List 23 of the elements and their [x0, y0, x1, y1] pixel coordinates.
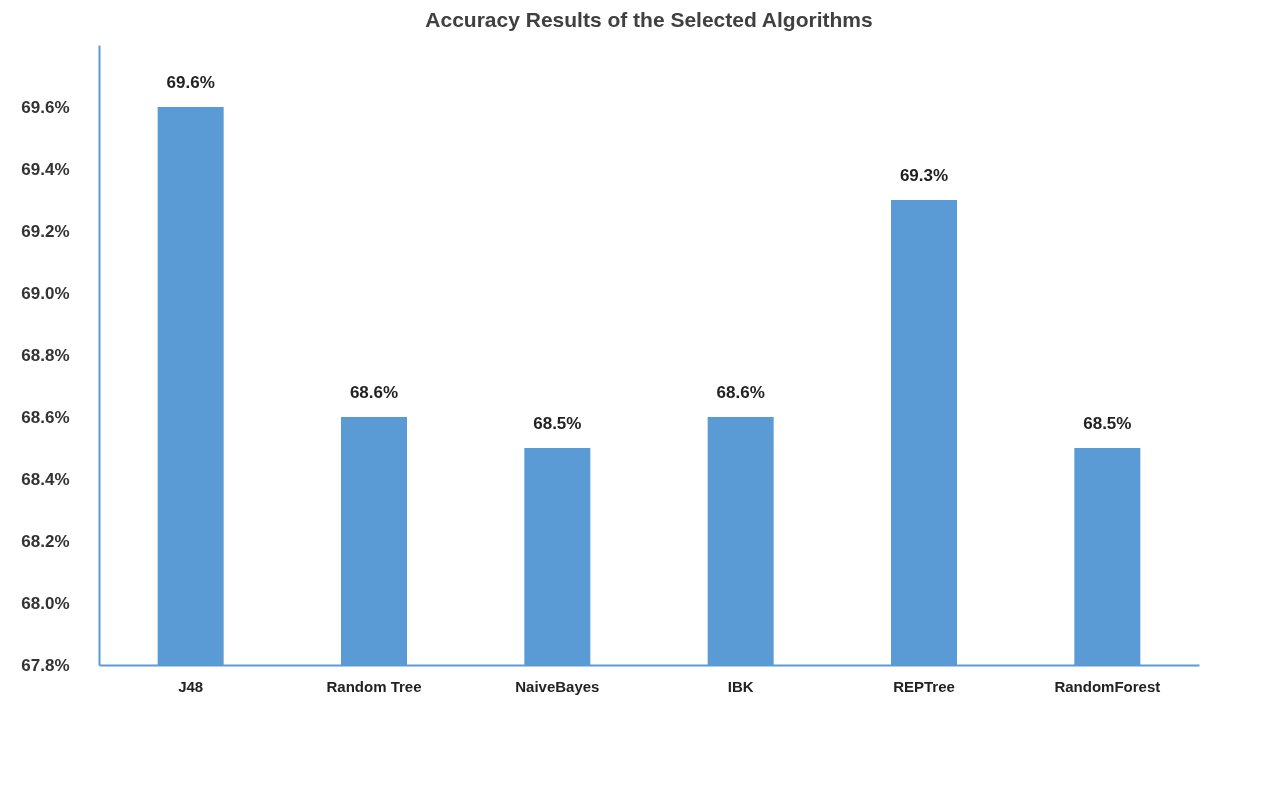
x-tick-label: J48 [178, 677, 204, 695]
y-tick-label: 67.8% [21, 655, 70, 675]
y-tick-label: 68.2% [21, 531, 70, 551]
y-tick-label: 69.4% [21, 159, 70, 179]
x-tick-label: RandomForest [1054, 677, 1161, 695]
y-tick-label: 69.0% [21, 283, 70, 303]
data-label: 69.6% [166, 73, 215, 92]
x-tick-label: NaiveBayes [515, 677, 600, 695]
y-tick-label: 69.6% [21, 97, 70, 117]
y-tick-label: 68.8% [21, 345, 70, 365]
x-tick-label: Random Tree [326, 677, 422, 695]
data-label: 68.6% [716, 383, 765, 402]
chart-title: Accuracy Results of the Selected Algorithms [425, 8, 873, 31]
x-tick-label: IBK [727, 677, 754, 695]
y-tick-label: 69.2% [21, 221, 70, 241]
y-tick-label: 68.6% [21, 407, 70, 427]
x-tick-label: REPTree [893, 677, 955, 695]
data-label: 68.5% [533, 414, 582, 433]
y-tick-label: 68.4% [21, 469, 70, 489]
data-label: 68.6% [349, 383, 399, 402]
data-label: 69.3% [899, 166, 949, 185]
data-label: 68.5% [1083, 414, 1132, 433]
y-tick-label: 68.0% [21, 593, 70, 613]
